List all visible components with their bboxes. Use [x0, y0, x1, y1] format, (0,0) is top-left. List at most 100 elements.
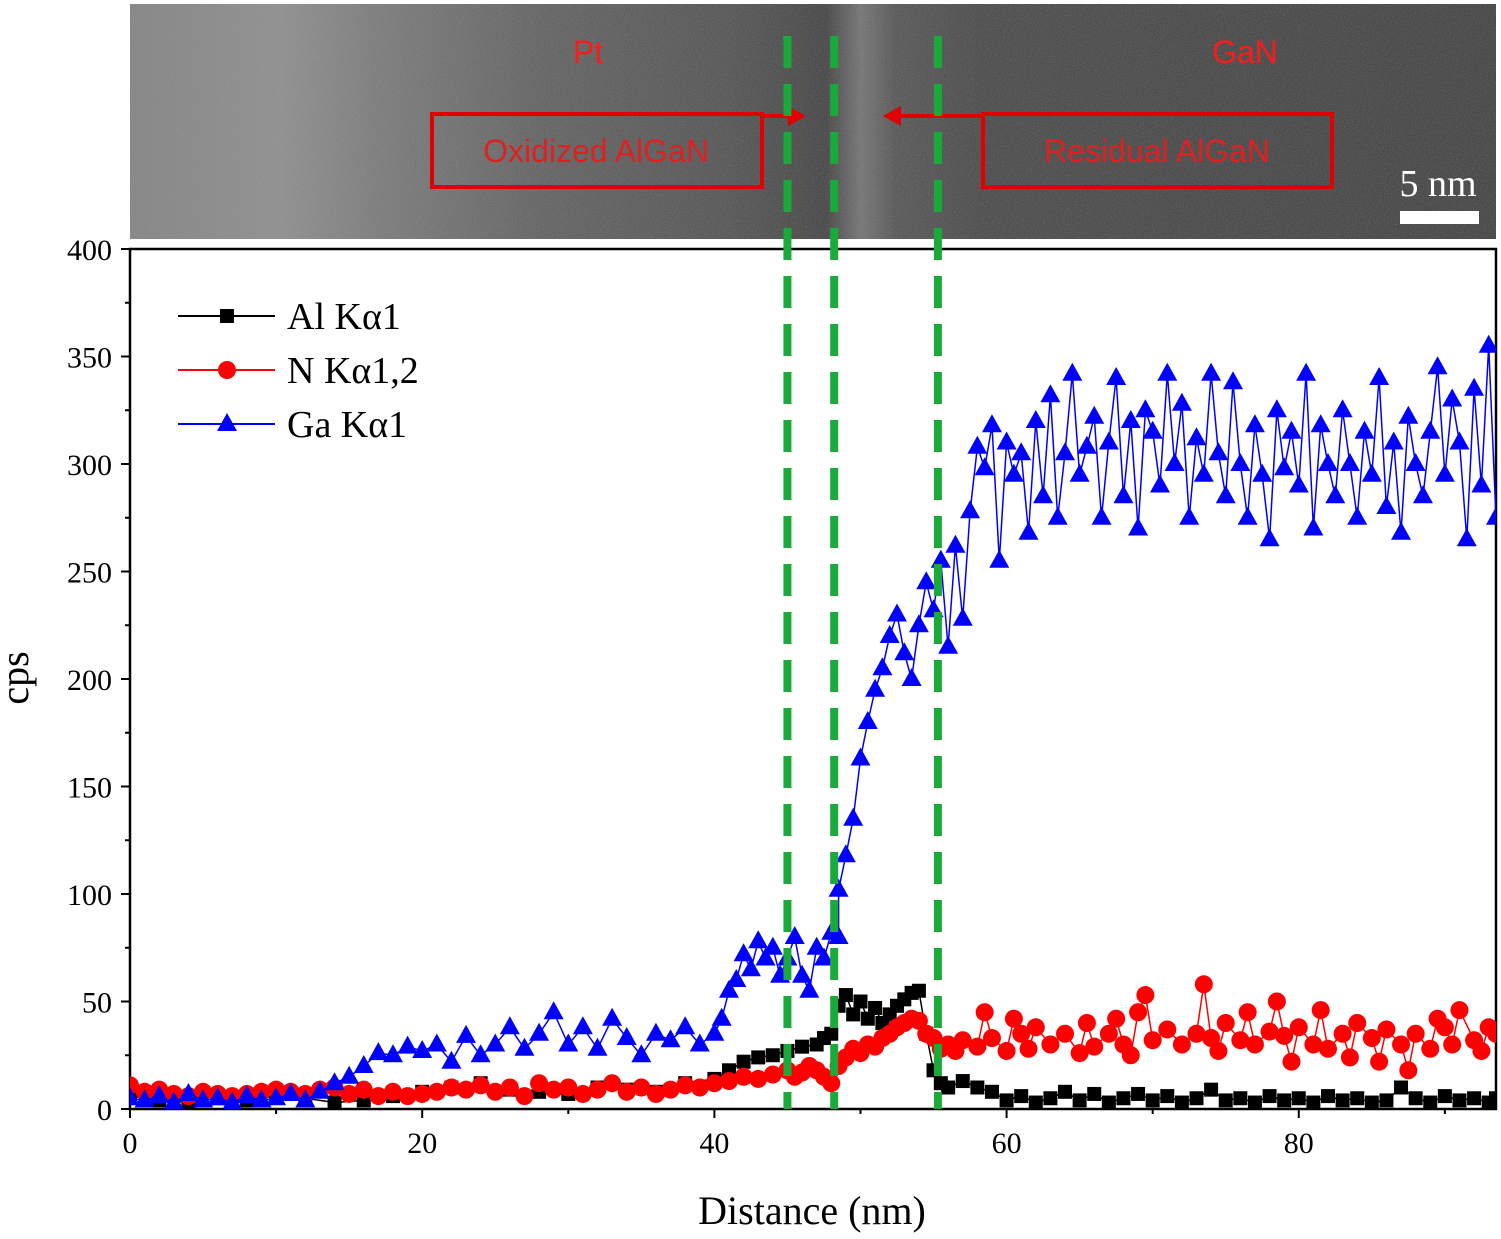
data-point-al: [1489, 1091, 1496, 1106]
data-point-ga: [456, 1024, 477, 1043]
data-point-ga: [572, 1016, 593, 1035]
data-point-al: [1320, 1089, 1335, 1104]
data-point-ga: [1215, 485, 1236, 504]
data-point-n: [383, 1082, 402, 1101]
data-point-n: [749, 1069, 768, 1088]
y-tick-label: 250: [67, 557, 112, 590]
data-point-n: [1026, 1018, 1045, 1037]
data-point-n: [1107, 1009, 1126, 1028]
data-point-al: [1247, 1095, 1262, 1109]
data-point-ga: [1347, 506, 1368, 525]
data-point-al: [1160, 1089, 1175, 1104]
data-point-ga: [543, 1001, 564, 1020]
data-point-al: [1350, 1091, 1365, 1106]
scale-bar-label: 5 nm: [1399, 163, 1476, 205]
series-n: [130, 975, 1496, 1106]
data-point-n: [690, 1078, 709, 1097]
data-point-n: [530, 1074, 549, 1093]
data-point-n: [369, 1087, 388, 1106]
data-point-ga: [1449, 431, 1470, 450]
x-axis: 0 20 40 60 80: [123, 1109, 1446, 1160]
gan-label: GaN: [1212, 34, 1278, 70]
data-point-n: [544, 1080, 563, 1099]
tem-image-grain: [130, 4, 1496, 239]
data-point-al: [327, 1095, 342, 1109]
data-point-ga: [660, 1029, 681, 1048]
data-point-n: [719, 1072, 738, 1091]
data-point-n: [982, 1029, 1001, 1048]
data-point-al: [955, 1074, 970, 1089]
data-point-n: [1450, 1001, 1469, 1020]
data-point-al: [999, 1093, 1014, 1108]
data-point-al: [1291, 1091, 1306, 1106]
data-point-n: [588, 1080, 607, 1099]
data-point-ga: [558, 1033, 579, 1052]
data-point-ga: [704, 1022, 725, 1041]
data-point-ga: [1157, 362, 1178, 381]
data-point-ga: [996, 431, 1017, 450]
data-point-n: [1282, 1052, 1301, 1071]
data-point-ga: [1098, 431, 1119, 450]
data-point-ga: [470, 1044, 491, 1063]
oxidized-algan-box: [430, 112, 764, 189]
data-point-ga: [784, 926, 805, 944]
data-point-n: [1392, 1035, 1411, 1054]
data-point-al: [1204, 1082, 1219, 1097]
data-point-n: [1443, 1035, 1462, 1054]
data-point-ga: [726, 969, 747, 987]
data-point-n: [1333, 1024, 1352, 1043]
data-point-n: [1209, 1041, 1228, 1060]
legend-item: Ga Kα1: [178, 404, 407, 446]
data-point-n: [1143, 1031, 1162, 1050]
data-point-n: [442, 1078, 461, 1097]
data-point-ga: [901, 668, 922, 686]
data-point-ga: [529, 1022, 550, 1041]
data-point-n: [1019, 1039, 1038, 1058]
data-point-ga: [382, 1044, 403, 1063]
data-point-n: [1238, 1003, 1257, 1022]
data-point-n: [573, 1084, 592, 1103]
data-point-ga: [1405, 453, 1426, 471]
data-point-ga: [1427, 356, 1448, 375]
y-tick-label: 50: [82, 987, 112, 1020]
data-point-ga: [828, 878, 849, 897]
data-point-al: [736, 1054, 751, 1069]
data-point-n: [559, 1078, 578, 1097]
legend-swatch-marker: [218, 361, 236, 379]
data-point-n: [1362, 1029, 1381, 1048]
data-point-al: [1437, 1089, 1452, 1104]
data-point-n: [1267, 992, 1286, 1011]
data-point-ga: [251, 1089, 272, 1108]
data-point-ga: [813, 947, 834, 966]
data-point-ga: [1062, 362, 1083, 381]
data-point-al: [1408, 1091, 1423, 1106]
data-point-al: [1028, 1095, 1043, 1109]
data-point-ga: [711, 1007, 732, 1026]
y-tick-label: 400: [67, 234, 112, 267]
data-point-n: [603, 1074, 622, 1093]
data-point-ga: [1171, 392, 1192, 411]
data-point-ga: [1244, 414, 1265, 433]
data-point-al: [751, 1050, 766, 1065]
data-point-ga: [916, 571, 937, 590]
data-point-ga: [1310, 414, 1331, 433]
data-point-ga: [631, 1044, 652, 1063]
data-point-ga: [872, 657, 893, 676]
data-point-ga: [1288, 474, 1309, 493]
data-point-al: [1058, 1084, 1073, 1099]
data-point-ga: [835, 844, 856, 863]
residual-algan-label: Residual AlGaN: [1044, 133, 1270, 169]
data-point-ga: [1164, 453, 1185, 471]
data-point-ga: [645, 1022, 666, 1041]
data-point-n: [1077, 1014, 1096, 1032]
data-point-ga: [207, 1087, 228, 1106]
data-point-n: [1421, 1039, 1440, 1058]
data-point-ga: [806, 936, 827, 955]
data-point-al: [1306, 1095, 1321, 1109]
x-axis-title: Distance (nm): [698, 1188, 926, 1233]
x-tick-label: 60: [992, 1127, 1022, 1160]
data-point-n: [398, 1087, 417, 1106]
data-point-ga: [339, 1065, 360, 1084]
data-point-ga: [1142, 420, 1163, 439]
data-point-al: [941, 1080, 956, 1095]
